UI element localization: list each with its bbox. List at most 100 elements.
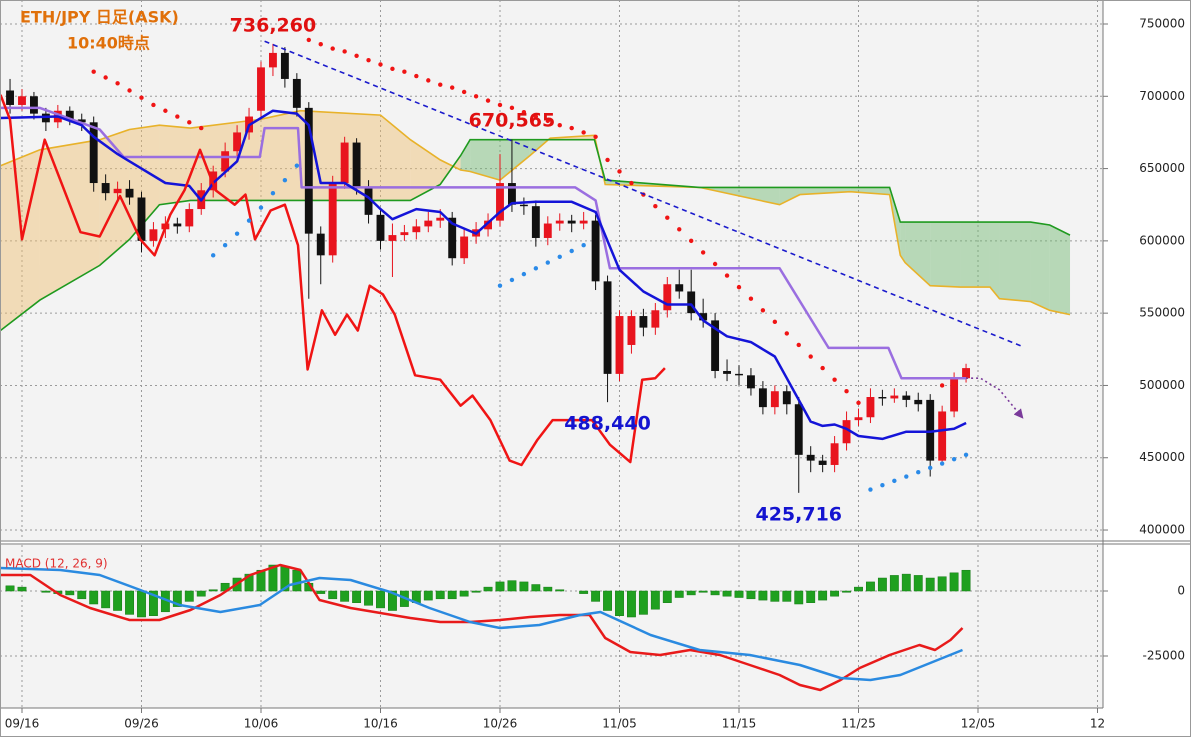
histogram-bar xyxy=(674,590,684,598)
candle-body xyxy=(400,232,409,236)
sar-dot xyxy=(593,134,598,139)
histogram-bar xyxy=(423,590,433,601)
sar-dot xyxy=(270,190,276,196)
line xyxy=(264,40,1023,348)
histogram-bar xyxy=(244,573,254,592)
sar-dot xyxy=(258,205,264,210)
sar-dot xyxy=(892,478,897,484)
line xyxy=(0,109,967,441)
histogram-bar xyxy=(268,564,278,592)
sar-dot xyxy=(390,66,395,72)
sar-dot xyxy=(617,169,622,174)
candle-body xyxy=(496,183,504,221)
candle-body xyxy=(962,368,970,379)
cloud xyxy=(779,187,800,205)
candle-body xyxy=(89,122,98,184)
candle-body xyxy=(639,316,648,328)
candle-body xyxy=(818,460,827,465)
annotation: 670,565 xyxy=(469,109,556,131)
candle-body xyxy=(125,188,134,198)
sar-dot xyxy=(808,354,813,359)
histogram-bar xyxy=(901,573,911,592)
histogram-bar xyxy=(149,590,158,616)
candle-body xyxy=(101,183,110,194)
histogram-bar xyxy=(877,577,887,592)
sar-dot xyxy=(151,102,156,108)
sar-dot xyxy=(748,296,754,301)
sar-dot xyxy=(832,377,837,382)
histogram-bar xyxy=(89,590,99,605)
x-tick-label: 12 xyxy=(1090,717,1105,731)
sar-dot xyxy=(904,474,909,479)
candle-body xyxy=(484,220,492,230)
histogram-bar xyxy=(184,590,194,602)
y-tick-label: -25000 xyxy=(1142,649,1185,663)
candle-body xyxy=(782,391,791,405)
sar-dot xyxy=(294,163,300,168)
sar-dot xyxy=(521,271,527,277)
sar-dot xyxy=(103,75,108,80)
histogram-bar xyxy=(925,577,935,592)
chart-subtitle: 10:40時点 xyxy=(67,34,150,53)
histogram-bar xyxy=(949,572,959,592)
main-panel xyxy=(0,0,1103,540)
candle-body xyxy=(448,217,457,259)
candle-body xyxy=(257,67,265,111)
sar-dot xyxy=(736,284,742,290)
candle-body xyxy=(185,209,194,227)
cloud xyxy=(499,139,530,181)
axes: 400000 450000 500000 550000 600000 650000 7000… xyxy=(5,14,1185,730)
sar-dot xyxy=(139,95,144,100)
histogram-bar xyxy=(913,575,923,592)
histogram-bar xyxy=(794,590,804,605)
histogram-bar xyxy=(758,590,768,601)
histogram-bar xyxy=(459,590,469,597)
cloud xyxy=(989,222,1000,299)
sar-dot xyxy=(366,57,371,63)
histogram-bar xyxy=(627,590,636,618)
candle-body xyxy=(591,220,600,282)
sar-dot xyxy=(856,400,861,405)
sar-dot xyxy=(378,62,383,67)
sar-dot xyxy=(509,105,515,111)
sar-dot xyxy=(557,254,562,259)
sar-dot xyxy=(545,118,550,124)
sar-dot xyxy=(569,248,574,254)
sar-dot xyxy=(521,109,527,115)
x-tick-label: 10/16 xyxy=(363,717,398,731)
cloud xyxy=(39,139,100,301)
histogram-bar xyxy=(65,590,75,596)
candle-body xyxy=(603,281,612,374)
histogram-bar xyxy=(734,590,744,598)
candle-body xyxy=(316,233,325,256)
sar-dot xyxy=(939,461,945,466)
sar-dot xyxy=(282,177,288,183)
candle-body xyxy=(902,395,911,400)
histogram-bar xyxy=(770,590,780,602)
candle-body xyxy=(113,188,122,194)
x-tick-label: 11/25 xyxy=(841,717,876,731)
sar-dot xyxy=(581,243,586,248)
candle-body xyxy=(77,119,86,123)
histogram-bar xyxy=(5,585,15,592)
histogram-bar xyxy=(483,586,493,592)
candle-body xyxy=(508,183,516,205)
candle-body xyxy=(149,229,158,241)
y-tick-label: 0 xyxy=(1177,584,1185,598)
sar-dot xyxy=(210,253,216,258)
candle-body xyxy=(627,316,636,345)
candle-body xyxy=(711,320,720,371)
candle-body xyxy=(221,151,230,172)
candle-body xyxy=(651,310,660,328)
sar-dot xyxy=(449,85,455,90)
sar-dot xyxy=(473,94,479,99)
y-tick-label: 700000 xyxy=(1139,89,1185,103)
sar-dot xyxy=(820,365,825,371)
candle-body xyxy=(950,378,959,412)
histogram-bar xyxy=(495,581,505,592)
candle-body xyxy=(615,316,624,374)
candle-body xyxy=(770,391,779,408)
cloud xyxy=(259,110,301,201)
histogram-bar xyxy=(710,590,720,596)
histogram-bar xyxy=(818,590,828,601)
